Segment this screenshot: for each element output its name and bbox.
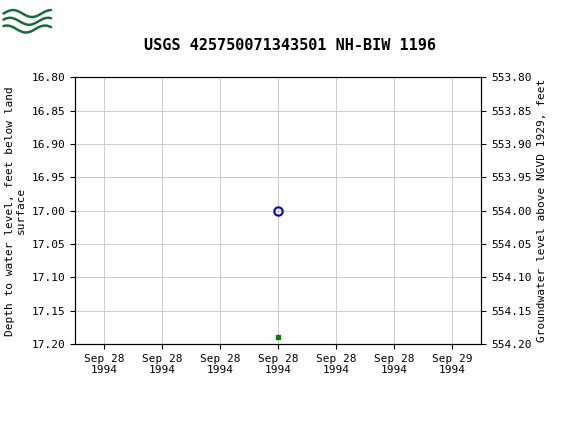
Text: USGS: USGS	[58, 9, 122, 29]
Y-axis label: Depth to water level, feet below land
surface: Depth to water level, feet below land su…	[5, 86, 26, 335]
Y-axis label: Groundwater level above NGVD 1929, feet: Groundwater level above NGVD 1929, feet	[537, 79, 547, 342]
Bar	[3, 3, 52, 36]
Text: USGS 425750071343501 NH-BIW 1196: USGS 425750071343501 NH-BIW 1196	[144, 38, 436, 52]
